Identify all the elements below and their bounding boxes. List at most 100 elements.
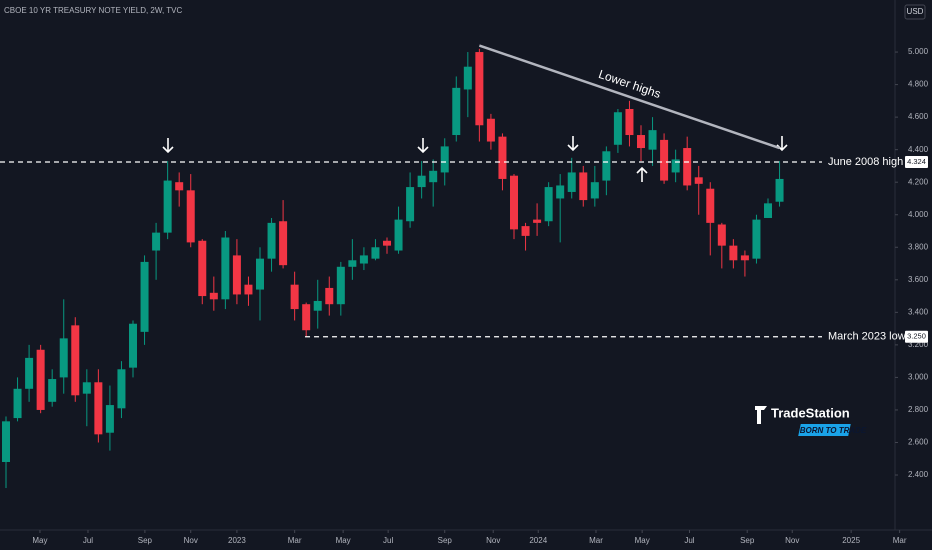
candle-body [209, 292, 218, 300]
level-label: June 2008 high [828, 156, 903, 168]
y-tick-label: 3.800 [908, 242, 929, 251]
y-tick-label: 3.600 [908, 275, 929, 284]
candle-body [637, 135, 646, 149]
x-tick-label: 2024 [529, 536, 547, 545]
candle-body [371, 247, 380, 259]
candle-body [48, 379, 57, 402]
candle-body [740, 255, 749, 261]
watermark-name: TradeStation [771, 405, 850, 420]
candle-body [313, 300, 322, 311]
candle-body [648, 130, 657, 150]
candle-body [94, 382, 103, 435]
y-tick-label: 4.600 [908, 112, 929, 121]
candle-body [256, 258, 265, 290]
x-tick-label: 2025 [842, 536, 860, 545]
arrow-down [567, 136, 579, 152]
candle-body [752, 219, 761, 259]
candle-body [279, 221, 288, 266]
candle-body [290, 284, 299, 310]
candle-body [775, 178, 784, 202]
candle-body [556, 185, 565, 199]
trendline [478, 44, 780, 150]
candle-body [336, 266, 345, 305]
watermark-tagline: BORN TO TRADE [800, 426, 867, 435]
candle-body [25, 357, 34, 389]
candle-body [544, 187, 553, 222]
x-tick-label: Mar [589, 536, 603, 545]
x-tick-label: Jul [383, 536, 393, 545]
candle-body [510, 175, 519, 230]
candle-body [440, 146, 449, 173]
candle-body [232, 255, 241, 295]
candle-body [383, 240, 392, 246]
candle-body [325, 287, 334, 305]
price-label-bg [905, 330, 928, 343]
candle-body [463, 66, 472, 90]
candle-body [221, 237, 230, 300]
arrow-down [417, 138, 429, 154]
y-tick-label: 4.400 [908, 145, 929, 154]
x-tick-label: Jul [684, 536, 694, 545]
candle-body [36, 349, 45, 410]
arrow-up [636, 166, 648, 182]
x-tick-label: Jul [83, 536, 93, 545]
candle-body [671, 159, 680, 173]
currency-box[interactable] [904, 4, 926, 20]
arrow-down [162, 138, 174, 154]
candle-body [486, 118, 495, 142]
y-tick-label: 2.400 [908, 470, 929, 479]
y-tick-label: 4.200 [908, 177, 929, 186]
candle-body [613, 112, 622, 145]
candle-body [59, 338, 68, 378]
candle-body [567, 172, 576, 192]
watermark-tag-bg [798, 424, 851, 436]
candle-body [590, 182, 599, 199]
candle-body [417, 175, 426, 188]
candle-body [394, 219, 403, 251]
x-tick-label: Sep [138, 536, 153, 545]
x-tick-label: May [32, 536, 47, 545]
y-tick-label: 3.000 [908, 373, 929, 382]
candle-body [729, 245, 738, 261]
candle-body [348, 260, 357, 267]
candle-body [498, 136, 507, 179]
candle-body [140, 261, 149, 332]
price-label: 3.250 [907, 332, 926, 341]
candle-body [302, 304, 311, 331]
candle-body [186, 190, 195, 243]
y-tick-label: 5.000 [908, 47, 929, 56]
candle-body [163, 180, 172, 233]
x-tick-label: Mar [893, 536, 907, 545]
watermark: TradeStation BORN TO TRADE [755, 405, 867, 436]
candle-body [13, 388, 22, 419]
level-label: March 2023 low [828, 331, 906, 343]
chart-title: CBOE 10 YR TREASURY NOTE YIELD, 2W, TVC [4, 6, 183, 15]
candle-body [683, 148, 692, 186]
y-tick-label: 2.600 [908, 438, 929, 447]
candle-body [706, 188, 715, 223]
x-tick-label: Nov [785, 536, 799, 545]
candle-body [175, 182, 184, 191]
candle-body [105, 405, 114, 433]
candle-body [2, 421, 11, 463]
candle-body [602, 151, 611, 181]
candle-body [359, 255, 368, 264]
y-tick-label: 4.000 [908, 210, 929, 219]
currency[interactable]: USD [907, 7, 924, 16]
x-tick-label: May [336, 536, 351, 545]
y-tick-label: 4.800 [908, 80, 929, 89]
watermark-icon [755, 406, 767, 424]
x-tick-label: Nov [184, 536, 198, 545]
x-tick-label: Mar [288, 536, 302, 545]
candle-body [429, 170, 438, 183]
x-tick-label: Sep [438, 536, 453, 545]
candle-body [452, 87, 461, 136]
candle-body [694, 177, 703, 184]
candle-body [660, 139, 669, 181]
x-tick-label: Nov [486, 536, 500, 545]
y-tick-label: 3.400 [908, 307, 929, 316]
candle-body [521, 226, 530, 236]
x-tick-label: 2023 [228, 536, 246, 545]
